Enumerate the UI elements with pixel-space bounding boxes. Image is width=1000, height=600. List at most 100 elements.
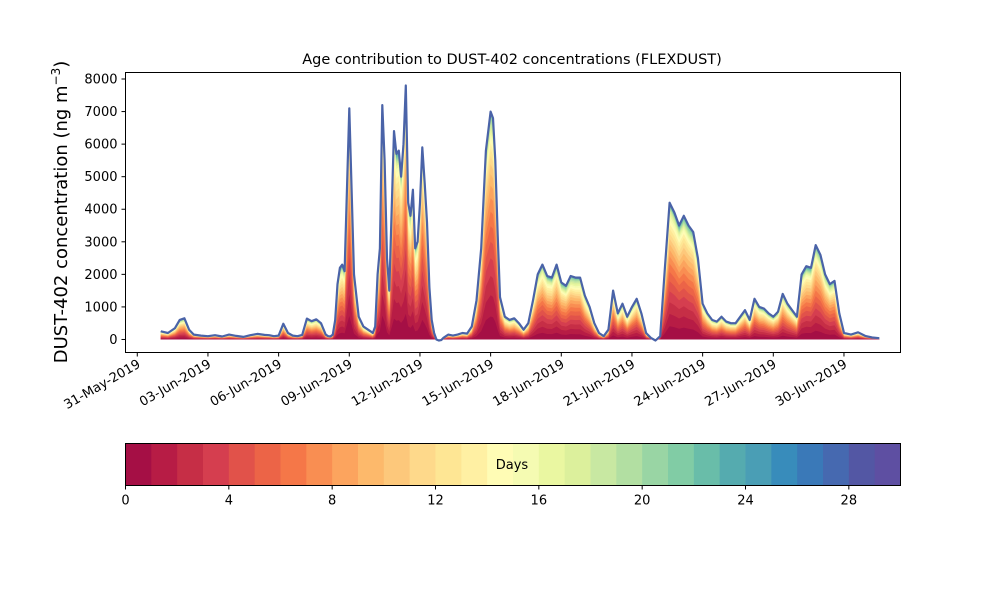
colorbar-bin-28 — [848, 443, 876, 486]
age-layer-13-days — [160, 122, 880, 340]
y-tick-label: 3000 — [84, 235, 117, 250]
x-tick-label: 15-Jun-2019 — [420, 357, 497, 410]
x-tick-label: 18-Jun-2019 — [490, 357, 567, 410]
total-concentration-line — [160, 84, 880, 342]
age-layer-2-days — [160, 269, 880, 340]
age-layer-16-days — [160, 106, 880, 340]
age-layer-18-days — [160, 97, 880, 340]
age-layer-8-days — [160, 166, 880, 340]
colorbar-bin-5 — [254, 443, 281, 486]
age-layer-5-days — [160, 212, 880, 340]
colorbar-bin-27 — [823, 443, 850, 486]
age-layer-10-days — [160, 144, 880, 340]
colorbar-bin-19 — [616, 443, 643, 486]
age-layer-15-days — [160, 111, 880, 340]
age-layer-21-days — [160, 87, 880, 340]
age-layer-14-days — [160, 116, 880, 340]
colorbar-bin-24 — [745, 443, 772, 486]
age-layer-3-days — [160, 249, 880, 340]
age-layer-28-days — [160, 85, 880, 340]
x-tick-label: 03-Jun-2019 — [137, 357, 214, 410]
age-layer-29-days — [160, 85, 880, 340]
colorbar-axis: 0 4 8 12 16 20 24 28 — [121, 485, 858, 509]
colorbar-frame — [125, 443, 901, 486]
colorbar-bin-15 — [513, 443, 540, 486]
colorbar-bin-21 — [668, 443, 695, 486]
age-layer-24-days — [160, 86, 880, 340]
colorbar-bin-17 — [564, 443, 591, 486]
age-layer-12-days — [160, 128, 880, 340]
age-layer-7-days — [160, 180, 880, 340]
age-layer-1-days — [160, 290, 880, 340]
colorbar-bin-7 — [306, 443, 333, 486]
age-layer-27-days — [160, 86, 880, 340]
colorbar-bin-2 — [177, 443, 204, 486]
x-tick-label: 30-Jun-2019 — [773, 357, 850, 410]
age-layer-4-days — [160, 230, 880, 340]
x-tick-label: 09-Jun-2019 — [278, 357, 355, 410]
age-layer-9-days — [160, 154, 880, 340]
colorbar-bin-14 — [487, 443, 514, 486]
x-tick-label: 12-Jun-2019 — [349, 357, 426, 410]
x-tick-label: 31-May-2019 — [62, 357, 144, 413]
age-layer-26-days — [160, 86, 880, 340]
colorbar-bin-23 — [719, 443, 746, 486]
colorbar-bin-26 — [797, 443, 824, 486]
colorbar-tick-label: 20 — [634, 494, 651, 509]
plot-frame — [125, 72, 901, 353]
stacked-area-layers — [160, 85, 880, 340]
y-tick-label: 0 — [109, 333, 117, 348]
y-tick-label: 1000 — [84, 300, 117, 315]
age-layer-6-days — [160, 196, 880, 340]
colorbar-bin-6 — [280, 443, 307, 486]
age-layer-11-days — [160, 135, 880, 340]
colorbar-bin-25 — [771, 443, 798, 486]
colorbar-bin-20 — [642, 443, 669, 486]
age-layer-19-days — [160, 93, 880, 340]
colorbar-bin-8 — [332, 443, 359, 486]
age-layer-20-days — [160, 89, 880, 340]
colorbar-tick-label: 12 — [427, 494, 444, 509]
colorbar-tick-label: 4 — [225, 494, 233, 509]
colorbar-bin-11 — [409, 443, 436, 486]
y-tick-label: 8000 — [84, 73, 117, 88]
colorbar-bin-3 — [203, 443, 230, 486]
colorbar-bin-18 — [590, 443, 617, 486]
age-layer-0-days — [160, 314, 880, 340]
colorbar-bin-13 — [461, 443, 488, 486]
chart-title: Age contribution to DUST-402 concentrati… — [302, 52, 722, 68]
colorbar-bin-0 — [125, 443, 152, 486]
y-tick-label: 4000 — [84, 203, 117, 218]
y-axis: 0 1000 2000 3000 4000 5000 6000 7000 8000 — [84, 73, 126, 348]
y-tick-label: 5000 — [84, 170, 117, 185]
age-layer-23-days — [160, 86, 880, 340]
colorbar-label: Days — [496, 458, 529, 473]
colorbar — [125, 443, 901, 486]
colorbar-tick-label: 28 — [841, 494, 858, 509]
colorbar-bin-9 — [358, 443, 385, 486]
colorbar-bin-12 — [435, 443, 462, 486]
x-axis: 31-May-201903-Jun-201906-Jun-201909-Jun-… — [62, 352, 850, 413]
x-tick-label: 06-Jun-2019 — [208, 357, 285, 410]
colorbar-bin-29 — [874, 443, 901, 486]
y-tick-label: 7000 — [84, 105, 117, 120]
colorbar-bin-10 — [383, 443, 411, 486]
colorbar-bin-16 — [538, 443, 566, 486]
colorbar-bin-4 — [228, 443, 256, 486]
colorbar-bin-22 — [693, 443, 721, 486]
age-layer-17-days — [160, 101, 880, 340]
x-tick-label: 24-Jun-2019 — [632, 357, 709, 410]
age-layer-25-days — [160, 86, 880, 340]
x-tick-label: 21-Jun-2019 — [561, 357, 638, 410]
x-tick-label: 27-Jun-2019 — [702, 357, 779, 410]
colorbar-tick-label: 24 — [737, 494, 754, 509]
y-axis-label: DUST-402 concentration (ng m−3) — [49, 61, 72, 364]
colorbar-tick-label: 16 — [531, 494, 548, 509]
colorbar-bin-1 — [151, 443, 178, 486]
colorbar-tick-label: 8 — [328, 494, 336, 509]
y-tick-label: 6000 — [84, 138, 117, 153]
y-tick-label: 2000 — [84, 268, 117, 283]
age-layer-22-days — [160, 86, 880, 340]
colorbar-tick-label: 0 — [121, 494, 129, 509]
